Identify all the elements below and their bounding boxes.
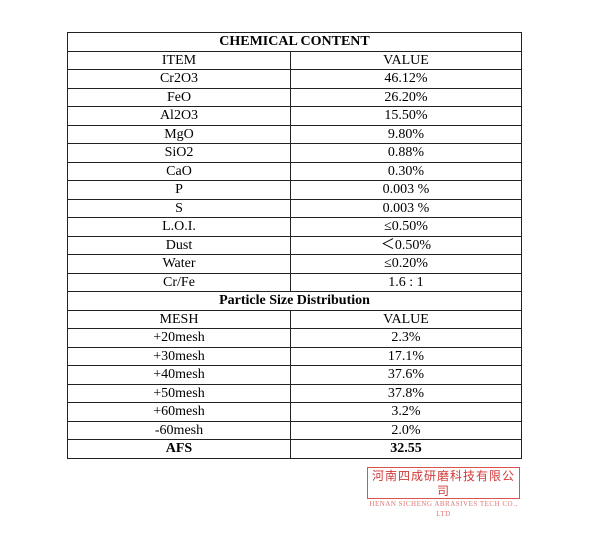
table-row: Al2O3 15.50% (67, 106, 522, 126)
item-cell: -60mesh (67, 420, 291, 440)
company-stamp: 河南四成研磨科技有限公司 HENAN SICHENG ABRASIVES TEC… (367, 467, 520, 518)
item-cell: S (67, 198, 291, 218)
value-cell: 0.88% (290, 143, 522, 163)
value-cell: 0.003 % (290, 180, 522, 200)
table-row: Dust ＜0.50% (67, 235, 522, 255)
item-cell: CaO (67, 161, 291, 181)
table-row: CaO 0.30% (67, 161, 522, 181)
item-cell: Cr2O3 (67, 69, 291, 89)
table-row: Cr/Fe 1.6 : 1 (67, 272, 522, 292)
table-row: +20mesh 2.3% (67, 328, 522, 348)
item-cell: L.O.I. (67, 217, 291, 237)
item-cell: Cr/Fe (67, 272, 291, 292)
table-row: -60mesh 2.0% (67, 420, 522, 440)
value-cell: ＜0.50% (290, 235, 522, 255)
table-row: +30mesh 17.1% (67, 346, 522, 366)
chemical-content-title: CHEMICAL CONTENT (67, 32, 522, 52)
item-cell: +40mesh (67, 365, 291, 385)
table-row: MgO 9.80% (67, 124, 522, 144)
item-cell: MgO (67, 124, 291, 144)
stamp-chinese-name: 河南四成研磨科技有限公司 (371, 469, 515, 498)
column-header-item: ITEM (67, 50, 291, 70)
table-row: FeO 26.20% (67, 87, 522, 107)
value-cell: 2.0% (290, 420, 522, 440)
table-row: +50mesh 37.8% (67, 383, 522, 403)
value-cell: 46.12% (290, 69, 522, 89)
table-row: Cr2O3 46.12% (67, 69, 522, 89)
value-cell: 1.6 : 1 (290, 272, 522, 292)
value-cell: 15.50% (290, 106, 522, 126)
item-cell: +30mesh (67, 346, 291, 366)
item-cell: Dust (67, 235, 291, 255)
item-cell: SiO2 (67, 143, 291, 163)
table-row: SiO2 0.88% (67, 143, 522, 163)
value-cell: 37.8% (290, 383, 522, 403)
value-cell: 17.1% (290, 346, 522, 366)
item-cell: +20mesh (67, 328, 291, 348)
item-cell: FeO (67, 87, 291, 107)
item-cell: P (67, 180, 291, 200)
value-cell: ≤0.20% (290, 254, 522, 274)
table-row: +60mesh 3.2% (67, 402, 522, 422)
value-cell: 9.80% (290, 124, 522, 144)
table-row: L.O.I. ≤0.50% (67, 217, 522, 237)
value-cell: ≤0.50% (290, 217, 522, 237)
table-row: S 0.003 % (67, 198, 522, 218)
item-cell: +60mesh (67, 402, 291, 422)
item-cell: Water (67, 254, 291, 274)
stamp-english-name: HENAN SICHENG ABRASIVES TECH CO., LTD (369, 500, 518, 518)
item-cell: +50mesh (67, 383, 291, 403)
value-cell: 37.6% (290, 365, 522, 385)
spec-table: CHEMICAL CONTENT ITEM VALUE Cr2O3 46.12% Fe… (67, 32, 522, 459)
value-cell: 3.2% (290, 402, 522, 422)
item-cell: Al2O3 (67, 106, 291, 126)
table-row: +40mesh 37.6% (67, 365, 522, 385)
afs-label: AFS (67, 439, 291, 459)
value-cell: 26.20% (290, 87, 522, 107)
table-row: P 0.003 % (67, 180, 522, 200)
value-cell: 0.30% (290, 161, 522, 181)
particle-size-title: Particle Size Distribution (67, 291, 522, 311)
column-header-value: VALUE (290, 309, 522, 329)
value-cell: 0.003 % (290, 198, 522, 218)
column-header-value: VALUE (290, 50, 522, 70)
column-header-mesh: MESH (67, 309, 291, 329)
afs-value: 32.55 (290, 439, 522, 459)
value-cell: 2.3% (290, 328, 522, 348)
table-row: Water ≤0.20% (67, 254, 522, 274)
